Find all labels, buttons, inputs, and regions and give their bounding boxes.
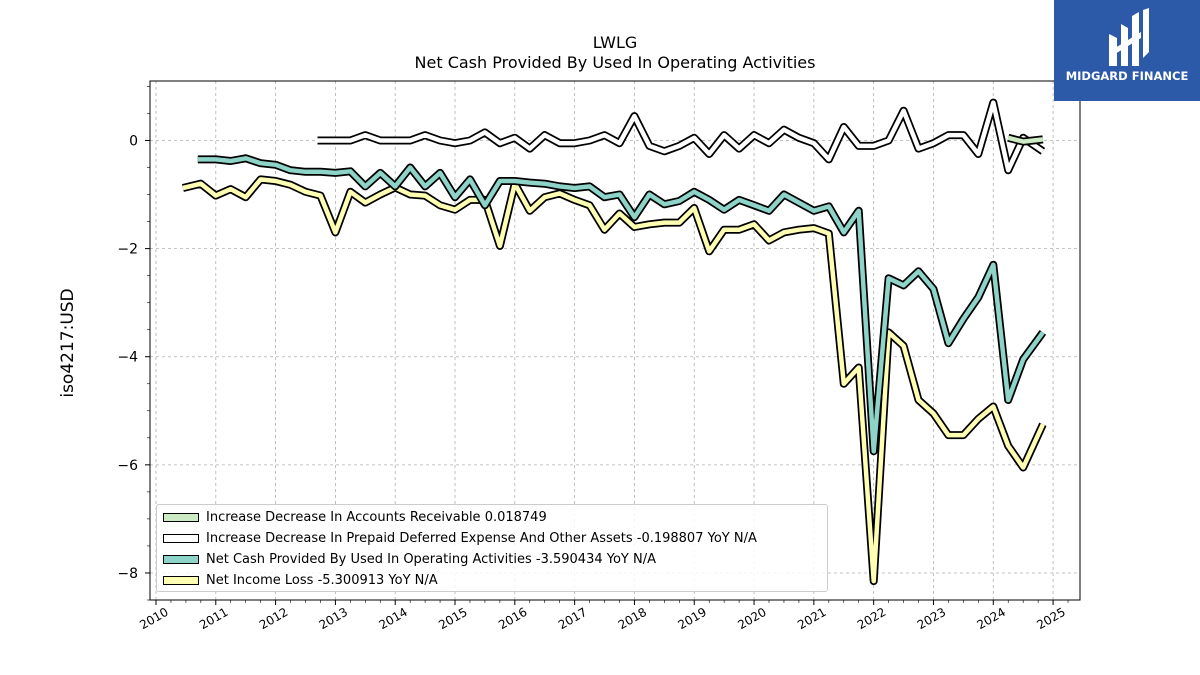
series-0 — [1007, 133, 1044, 146]
x-tick-label: 2015 — [436, 605, 469, 632]
series-line — [1007, 135, 1044, 144]
legend-swatch — [163, 554, 199, 564]
series-3 — [181, 175, 1047, 586]
x-tick-label: 2024 — [975, 605, 1008, 632]
chart-legend: Increase Decrease In Accounts Receivable… — [156, 504, 828, 592]
x-tick-label: 2021 — [795, 605, 828, 632]
series-1 — [317, 98, 1046, 175]
chart-subtitle: Net Cash Provided By Used In Operating A… — [414, 53, 816, 72]
x-tick-label: 2012 — [257, 605, 290, 632]
x-tick-label: 2019 — [676, 605, 709, 632]
legend-label: Net Income Loss -5.300913 YoY N/A — [206, 572, 438, 588]
series-line — [317, 100, 1045, 173]
y-tick-label: −8 — [117, 566, 138, 582]
legend-label: Increase Decrease In Prepaid Deferred Ex… — [206, 530, 757, 546]
legend-item: Net Cash Provided By Used In Operating A… — [163, 550, 656, 568]
legend-swatch — [163, 512, 199, 522]
axes-frame — [149, 80, 1081, 601]
series-line — [182, 177, 1045, 584]
x-tick-label: 2011 — [197, 605, 230, 632]
x-tick-label: 2016 — [496, 605, 529, 632]
x-tick-label: 2017 — [556, 605, 589, 632]
brand-mark-icon — [1109, 8, 1149, 66]
legend-swatch — [163, 533, 199, 543]
x-tick-label: 2014 — [376, 605, 409, 632]
series-2 — [197, 154, 1047, 456]
y-tick-label: −4 — [117, 350, 138, 366]
x-tick-label: 2013 — [317, 605, 350, 632]
x-tick-label: 2023 — [915, 605, 948, 632]
legend-item: Increase Decrease In Accounts Receivable… — [163, 508, 547, 526]
x-tick-label: 2022 — [855, 605, 888, 632]
x-tick-label: 2018 — [616, 605, 649, 632]
y-axis-label: iso4217:USD — [58, 288, 78, 398]
y-tick-label: −6 — [117, 458, 138, 474]
brand-logo: MIDGARD FINANCE — [1054, 0, 1200, 101]
chart-title: LWLG — [592, 33, 638, 52]
series-line — [197, 156, 1045, 454]
y-tick-label: −2 — [117, 242, 138, 258]
legend-item: Increase Decrease In Prepaid Deferred Ex… — [163, 529, 757, 547]
x-tick-label: 2010 — [137, 605, 170, 632]
legend-item: Net Income Loss -5.300913 YoY N/A — [163, 571, 438, 589]
legend-label: Net Cash Provided By Used In Operating A… — [206, 551, 656, 567]
x-tick-label: 2020 — [735, 605, 768, 632]
legend-label: Increase Decrease In Accounts Receivable… — [206, 509, 547, 525]
x-tick-label: 2025 — [1034, 605, 1067, 632]
legend-swatch — [163, 575, 199, 585]
y-tick-label: 0 — [129, 133, 138, 149]
brand-name: MIDGARD FINANCE — [1065, 69, 1189, 83]
